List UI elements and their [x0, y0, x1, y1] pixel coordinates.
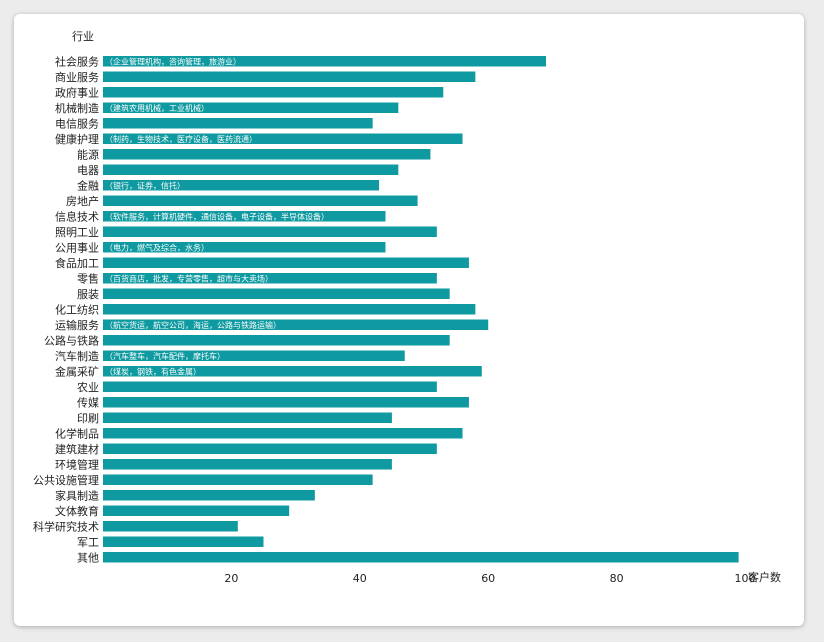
bar	[103, 133, 463, 144]
bar-chart: 行业 客户数 社会服务 （企业管理机构，咨询管理，旅游业） 商业服务政府事业机械制造…	[33, 30, 781, 585]
bar	[103, 87, 444, 98]
bar-note-label: （汽车整车，汽车配件，摩托车）	[105, 351, 225, 361]
bar	[103, 226, 437, 237]
bar-note-label: （建筑农用机械，工业机械）	[105, 103, 209, 113]
category-label: 印刷	[77, 412, 99, 425]
bar	[103, 335, 450, 346]
bar	[103, 102, 399, 113]
bar	[103, 459, 392, 470]
x-tick-label: 80	[610, 572, 624, 585]
x-tick-label: 60	[481, 572, 495, 585]
category-label: 服装	[77, 288, 99, 301]
bar	[103, 490, 315, 501]
category-label: 文体教育	[55, 504, 99, 518]
category-label: 政府事业	[55, 85, 99, 99]
bar	[103, 536, 264, 547]
bar	[103, 118, 373, 129]
category-label: 能源	[77, 147, 99, 161]
category-label: 军工	[77, 536, 99, 549]
bar	[103, 257, 469, 268]
bar	[103, 149, 431, 160]
category-label: 信息技术	[55, 209, 99, 223]
category-label: 公路与铁路	[44, 334, 99, 347]
category-label: 照明工业	[55, 226, 99, 239]
bar	[103, 397, 469, 408]
category-label: 环境管理	[55, 457, 99, 471]
bar	[103, 381, 437, 392]
bar	[103, 428, 463, 439]
category-label: 机械制造	[55, 101, 99, 115]
category-label: 化工纺织	[55, 302, 99, 316]
category-label: 电信服务	[55, 117, 99, 130]
category-label: 化学制品	[55, 426, 99, 440]
chart-card: 行业 客户数 社会服务 （企业管理机构，咨询管理，旅游业） 商业服务 政府事业机械制造…	[14, 14, 804, 626]
category-label: 公用事业	[55, 241, 99, 254]
x-tick-label: 100	[735, 572, 756, 585]
bar	[103, 350, 405, 361]
category-label: 家具制造	[55, 488, 99, 502]
category-label: 建筑建材	[55, 442, 99, 456]
x-ticks-group: 20 40 60 80 100	[224, 572, 755, 585]
category-label: 公共设施管理	[33, 473, 99, 487]
bar	[103, 211, 386, 222]
bar-note-label: （电力，燃气及综合，水务）	[105, 242, 209, 252]
bar	[103, 71, 476, 82]
bar-note-label: （制药，生物技术，医疗设备，医药流通）	[105, 134, 257, 144]
category-label: 科学研究技术	[33, 519, 99, 533]
bar	[103, 521, 238, 532]
bar	[103, 505, 290, 516]
category-label: 运输服务	[55, 318, 99, 332]
bar-note-label: （百货商店，批发，专营零售，超市与大卖场）	[105, 273, 273, 283]
bar-note-label: （软件服务，计算机硬件，通信设备，电子设备，半导体设备）	[105, 211, 329, 221]
category-label: 零售	[77, 271, 99, 285]
bar	[103, 319, 489, 330]
bar	[103, 443, 437, 454]
bar	[103, 412, 392, 423]
bar-note-label: （煤炭，钢铁，有色金属）	[105, 366, 201, 376]
category-label: 社会服务	[55, 54, 99, 68]
x-tick-label: 20	[224, 572, 238, 585]
category-label: 传媒	[77, 396, 99, 409]
bar-note-label: （企业管理机构，咨询管理，旅游业）	[105, 56, 241, 66]
bar	[103, 366, 482, 377]
category-label: 其他	[77, 551, 99, 564]
bar	[103, 56, 546, 67]
bar	[103, 273, 437, 284]
bar	[103, 164, 399, 175]
category-label: 金融	[77, 178, 99, 192]
x-axis-title: 客户数	[748, 570, 781, 584]
category-label: 农业	[77, 380, 99, 394]
bar	[103, 552, 739, 563]
bar	[103, 288, 450, 299]
category-label: 汽车制造	[55, 349, 99, 363]
bar	[103, 474, 373, 485]
bar	[103, 304, 476, 315]
category-label: 商业服务	[55, 70, 99, 84]
bar	[103, 242, 386, 253]
category-label: 房地产	[66, 194, 99, 208]
bar-note-label: （航空货运，航空公司，海运，公路与铁路运输）	[105, 320, 281, 330]
category-label: 电器	[77, 164, 99, 177]
bar-note-label: （银行，证券，信托）	[105, 180, 185, 190]
category-label: 健康护理	[55, 132, 99, 146]
x-tick-label: 40	[353, 572, 367, 585]
category-label: 金属采矿	[55, 364, 99, 378]
y-axis-title: 行业	[72, 30, 94, 43]
category-label: 食品加工	[55, 256, 99, 270]
bar	[103, 195, 418, 206]
bar	[103, 180, 380, 191]
